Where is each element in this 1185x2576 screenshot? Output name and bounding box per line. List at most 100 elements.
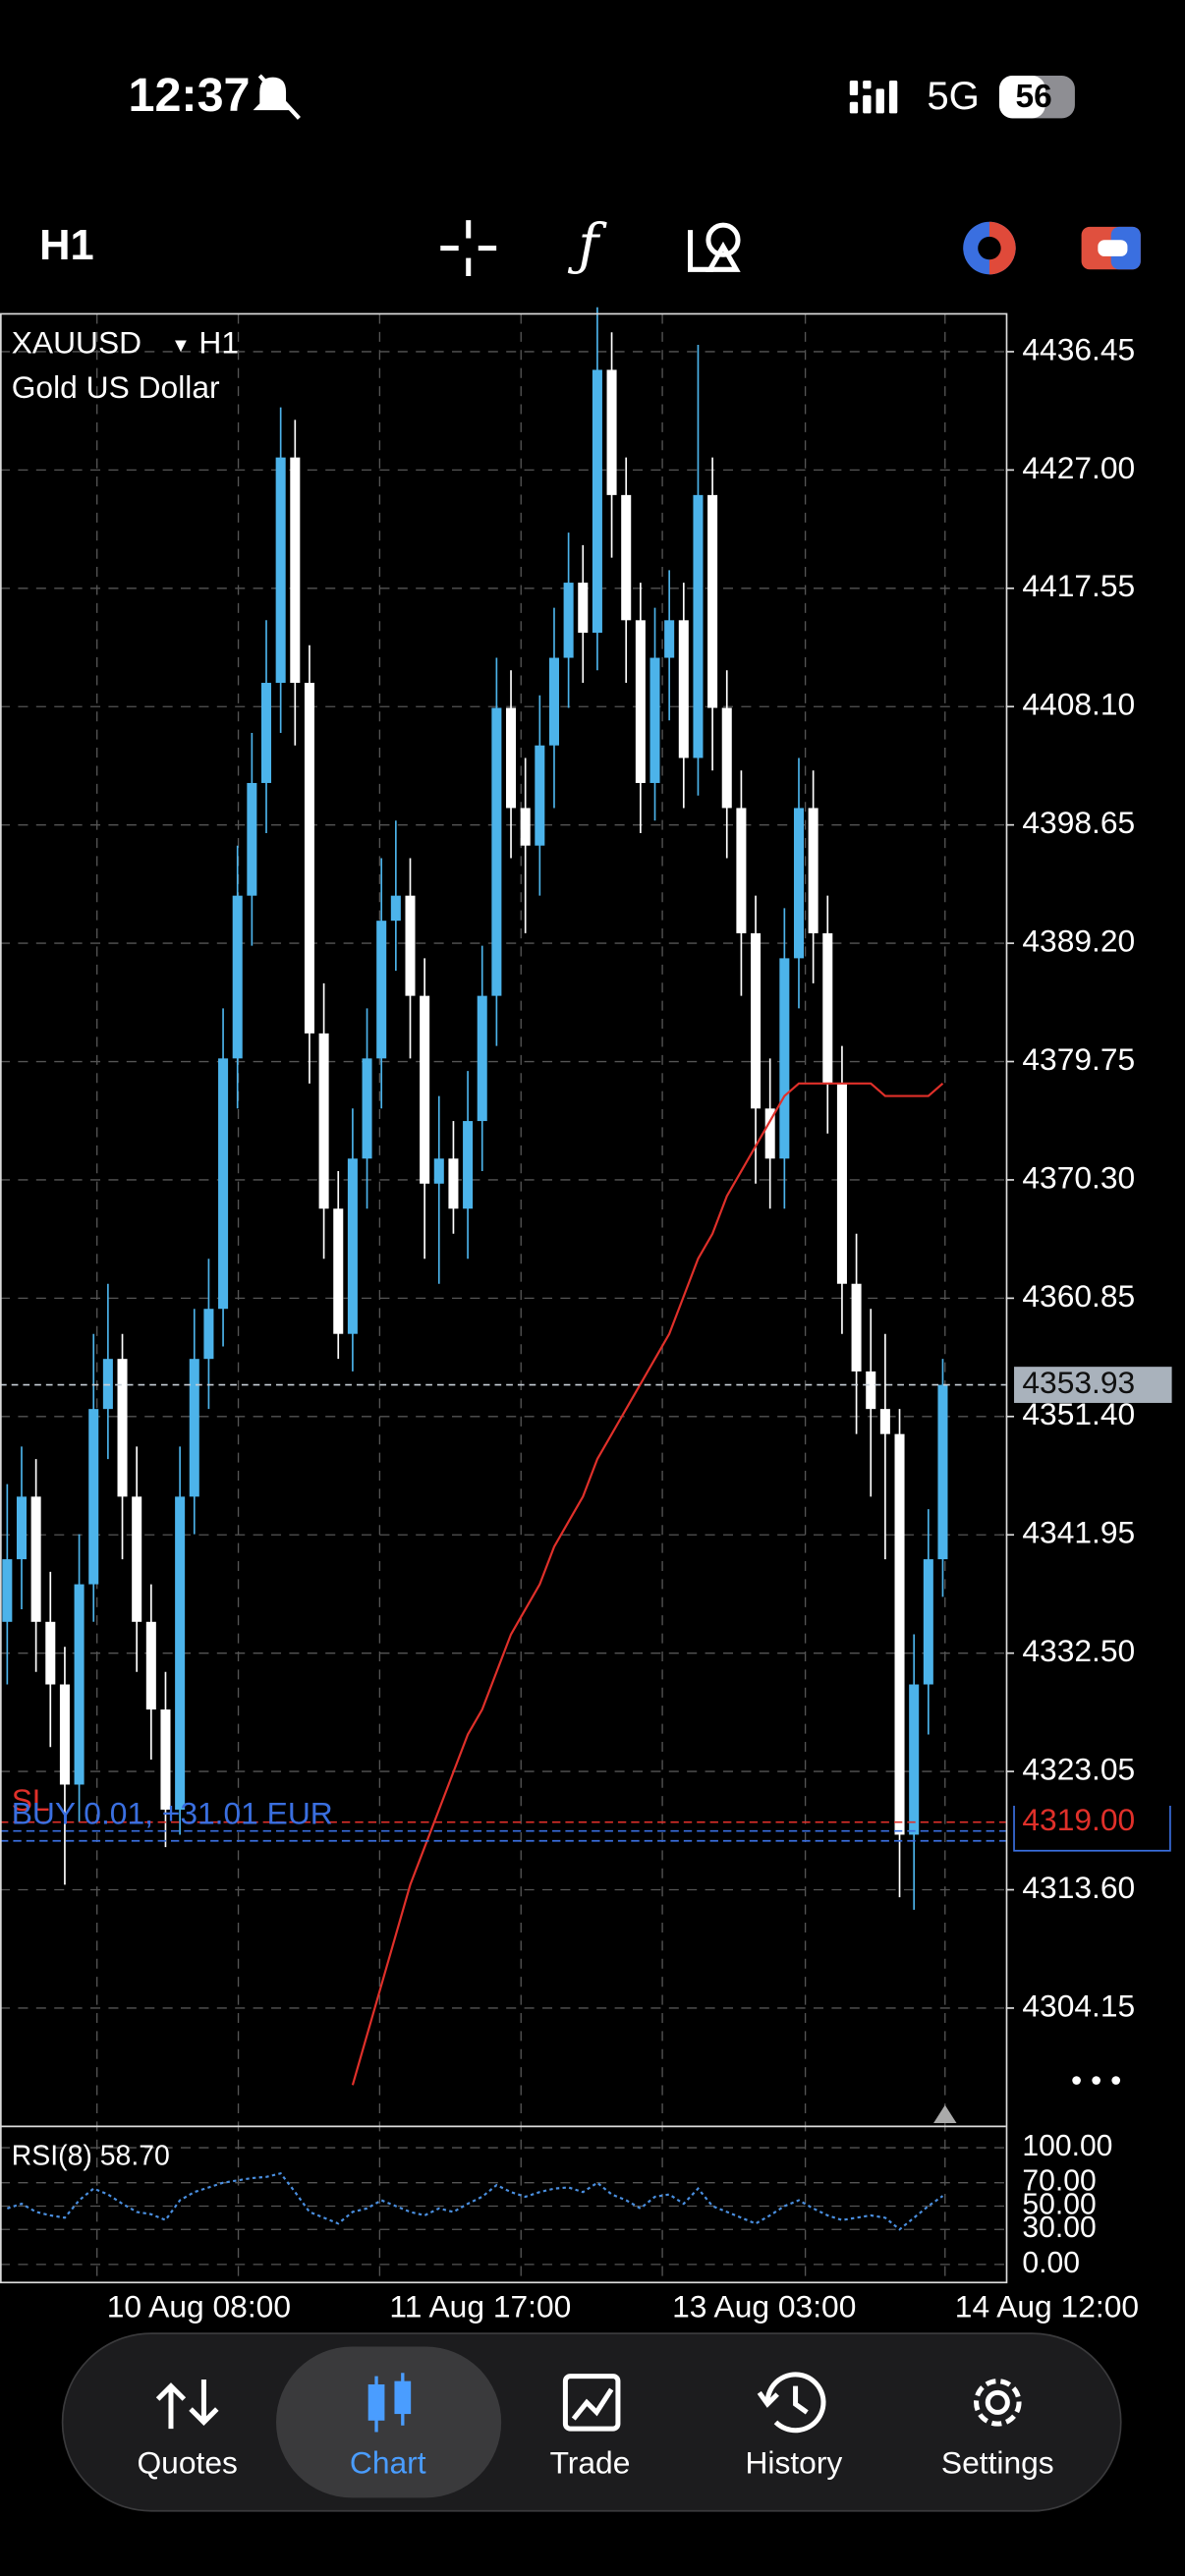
candle-body bbox=[649, 657, 660, 783]
battery-text: 56 bbox=[1015, 79, 1051, 115]
candle-body bbox=[304, 683, 314, 1034]
candle-body bbox=[218, 1058, 229, 1310]
y-tick-label: 4436.45 bbox=[1022, 331, 1135, 366]
y-tick-label: 4379.75 bbox=[1022, 1041, 1135, 1077]
nav-item[interactable]: Quotes bbox=[137, 2444, 237, 2480]
candle-body bbox=[405, 895, 416, 996]
stop-loss-price-label: 4319.00 bbox=[1022, 1802, 1135, 1837]
candle-body bbox=[74, 1584, 85, 1785]
network: 5G bbox=[927, 74, 980, 118]
x-tick-label: 14 Aug 12:00 bbox=[955, 2288, 1139, 2324]
timeframe-button[interactable]: H1 bbox=[39, 222, 94, 269]
current-price-box bbox=[1014, 1367, 1172, 1403]
candle-body bbox=[390, 895, 401, 922]
symbol-description: Gold US Dollar bbox=[12, 369, 220, 405]
candle-body bbox=[909, 1684, 920, 1835]
objects-button[interactable] bbox=[688, 222, 741, 272]
candle-body bbox=[347, 1158, 358, 1334]
account-button[interactable] bbox=[963, 221, 1016, 275]
y-tick-label: 4313.60 bbox=[1022, 1870, 1135, 1905]
candle-body bbox=[664, 620, 675, 658]
symbol-timeframe: H1 bbox=[198, 325, 239, 361]
candle-body bbox=[491, 707, 502, 996]
candle-body bbox=[866, 1371, 876, 1410]
candle-body bbox=[30, 1496, 41, 1622]
candle-body bbox=[362, 1058, 372, 1159]
battery-level bbox=[998, 75, 1045, 119]
candle-body bbox=[232, 895, 243, 1059]
y-tick-label: 4332.50 bbox=[1022, 1633, 1135, 1668]
candle-body bbox=[132, 1496, 142, 1622]
y-tick-label: 4304.15 bbox=[1022, 1988, 1135, 2023]
scroll-marker bbox=[933, 2104, 957, 2124]
y-tick-label: 4323.05 bbox=[1022, 1751, 1135, 1786]
rsi-tick-label: 0.00 bbox=[1022, 2247, 1080, 2279]
position-label: BUY 0.01, +31.01 EUR bbox=[12, 1795, 333, 1830]
candle-body bbox=[2, 1559, 13, 1622]
nav-item[interactable]: Chart bbox=[350, 2444, 426, 2480]
nav-item[interactable]: Settings bbox=[941, 2444, 1054, 2480]
x-tick-label: 13 Aug 03:00 bbox=[672, 2288, 856, 2324]
symbol: XAUUSD bbox=[12, 325, 141, 361]
candle-body bbox=[578, 583, 589, 634]
y-tick-label: 4370.30 bbox=[1022, 1159, 1135, 1195]
history-icon bbox=[757, 2372, 826, 2434]
candle-body bbox=[923, 1559, 933, 1685]
candle-body bbox=[548, 657, 559, 746]
candle-body bbox=[318, 1033, 329, 1209]
candle-body bbox=[16, 1496, 28, 1560]
candle-body bbox=[822, 932, 833, 1084]
nav-items: Quotes Chart Trade History Settings bbox=[137, 2444, 1053, 2480]
rsi-tick-label: 30.00 bbox=[1022, 2212, 1096, 2244]
rsi-line bbox=[7, 2172, 944, 2231]
more-button[interactable] bbox=[1072, 2076, 1121, 2085]
candle-body bbox=[433, 1158, 444, 1184]
candle-body bbox=[160, 1709, 171, 1810]
candle-body bbox=[693, 494, 704, 758]
candle-body bbox=[894, 1433, 905, 1835]
y-tick-label: 4360.85 bbox=[1022, 1278, 1135, 1314]
crosshair-button[interactable] bbox=[440, 220, 497, 277]
signal-icon bbox=[849, 80, 898, 114]
rsi-label: RSI(8) 58.70 bbox=[12, 2141, 170, 2172]
candle-body bbox=[448, 1158, 459, 1209]
trade-icon bbox=[562, 2374, 621, 2432]
candle-body bbox=[563, 583, 574, 658]
y-tick-label: 4408.10 bbox=[1022, 687, 1135, 722]
nav-item[interactable]: History bbox=[745, 2444, 842, 2480]
candle-body bbox=[592, 369, 602, 634]
y-tick-label: 4427.00 bbox=[1022, 450, 1135, 485]
candle-body bbox=[520, 808, 531, 846]
candle-body bbox=[535, 745, 545, 846]
candle-body bbox=[621, 494, 632, 621]
current-price-label: 4353.93 bbox=[1022, 1365, 1135, 1400]
trade-toggle-button[interactable] bbox=[1081, 226, 1141, 270]
candle-body bbox=[851, 1283, 862, 1372]
candle-body bbox=[145, 1621, 156, 1710]
candle-body bbox=[59, 1684, 70, 1785]
candle-body bbox=[779, 958, 790, 1159]
candle-body bbox=[189, 1359, 199, 1497]
candle-body bbox=[333, 1208, 344, 1334]
candle-body bbox=[721, 707, 732, 809]
candle-body bbox=[420, 995, 430, 1184]
candle-body bbox=[606, 369, 617, 495]
nav-active-pill bbox=[276, 2346, 502, 2498]
candle-body bbox=[275, 457, 286, 684]
nav-bar bbox=[61, 2332, 1122, 2512]
y-tick-label: 4417.55 bbox=[1022, 568, 1135, 603]
position-bracket bbox=[1013, 1805, 1171, 1852]
y-tick-label: 4341.95 bbox=[1022, 1515, 1135, 1550]
candle-body bbox=[764, 1108, 775, 1159]
clock: 12:37 bbox=[128, 69, 250, 122]
settings-icon bbox=[974, 2379, 1022, 2427]
candle-body bbox=[836, 1083, 847, 1284]
candle-body bbox=[203, 1309, 214, 1360]
y-tick-label: 4398.65 bbox=[1022, 805, 1135, 840]
candle-body bbox=[879, 1409, 890, 1434]
candle-body bbox=[117, 1359, 128, 1497]
candle-body bbox=[463, 1121, 474, 1209]
nav-item[interactable]: Trade bbox=[550, 2444, 631, 2480]
candle-body bbox=[678, 620, 689, 758]
